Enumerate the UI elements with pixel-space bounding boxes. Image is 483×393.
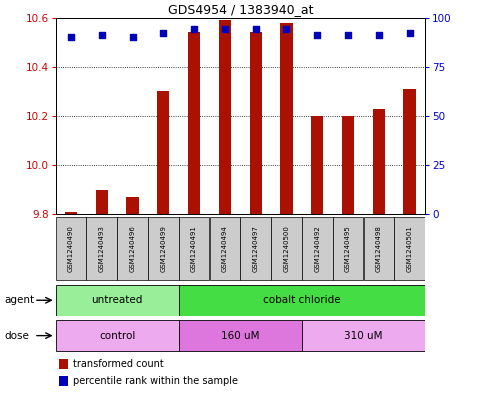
Bar bbox=[219, 20, 231, 214]
Bar bbox=[250, 32, 262, 214]
Point bbox=[159, 30, 167, 37]
Point bbox=[252, 26, 259, 33]
Bar bbox=[302, 320, 425, 351]
Bar bbox=[311, 116, 324, 214]
Text: GSM1240491: GSM1240491 bbox=[191, 225, 197, 272]
Bar bbox=[403, 89, 416, 214]
Text: cobalt chloride: cobalt chloride bbox=[263, 295, 341, 305]
Bar bbox=[364, 217, 394, 280]
Bar bbox=[148, 217, 179, 280]
Point bbox=[221, 26, 229, 33]
Text: GSM1240493: GSM1240493 bbox=[99, 225, 105, 272]
Text: 160 uM: 160 uM bbox=[221, 331, 259, 341]
Bar bbox=[280, 22, 293, 214]
Bar bbox=[210, 217, 240, 280]
Bar bbox=[86, 217, 117, 280]
Bar bbox=[59, 376, 69, 386]
Text: 310 uM: 310 uM bbox=[344, 331, 383, 341]
Point bbox=[344, 32, 352, 39]
Bar bbox=[241, 217, 271, 280]
Text: GSM1240498: GSM1240498 bbox=[376, 225, 382, 272]
Text: GSM1240494: GSM1240494 bbox=[222, 225, 228, 272]
Bar bbox=[56, 217, 86, 280]
Bar bbox=[117, 217, 148, 280]
Text: GSM1240496: GSM1240496 bbox=[129, 225, 136, 272]
Text: GSM1240501: GSM1240501 bbox=[407, 225, 412, 272]
Text: GSM1240490: GSM1240490 bbox=[68, 225, 74, 272]
Text: GSM1240497: GSM1240497 bbox=[253, 225, 259, 272]
Text: untreated: untreated bbox=[91, 295, 143, 305]
Text: dose: dose bbox=[5, 331, 30, 341]
Text: percentile rank within the sample: percentile rank within the sample bbox=[73, 376, 238, 386]
Point bbox=[190, 26, 198, 33]
Text: transformed count: transformed count bbox=[73, 358, 164, 369]
Bar bbox=[179, 320, 302, 351]
Bar bbox=[127, 197, 139, 214]
Bar bbox=[157, 91, 170, 214]
Text: GSM1240500: GSM1240500 bbox=[284, 225, 289, 272]
Bar bbox=[179, 285, 425, 316]
Point bbox=[67, 34, 75, 40]
Point bbox=[283, 26, 290, 33]
Point bbox=[128, 34, 136, 40]
Text: control: control bbox=[99, 331, 135, 341]
Text: GSM1240495: GSM1240495 bbox=[345, 225, 351, 272]
Title: GDS4954 / 1383940_at: GDS4954 / 1383940_at bbox=[168, 4, 313, 17]
Bar bbox=[271, 217, 302, 280]
Bar bbox=[56, 285, 179, 316]
Bar bbox=[373, 108, 385, 214]
Bar bbox=[342, 116, 354, 214]
Point bbox=[313, 32, 321, 39]
Point bbox=[375, 32, 383, 39]
Bar bbox=[302, 217, 332, 280]
Text: GSM1240499: GSM1240499 bbox=[160, 225, 166, 272]
Text: GSM1240492: GSM1240492 bbox=[314, 225, 320, 272]
Bar bbox=[333, 217, 363, 280]
Point bbox=[98, 32, 106, 39]
Bar bbox=[59, 359, 69, 369]
Bar bbox=[65, 212, 77, 214]
Bar bbox=[56, 320, 179, 351]
Text: agent: agent bbox=[5, 295, 35, 305]
Bar bbox=[179, 217, 209, 280]
Point bbox=[406, 30, 413, 37]
Bar bbox=[96, 189, 108, 214]
Bar bbox=[395, 217, 425, 280]
Bar bbox=[188, 32, 200, 214]
